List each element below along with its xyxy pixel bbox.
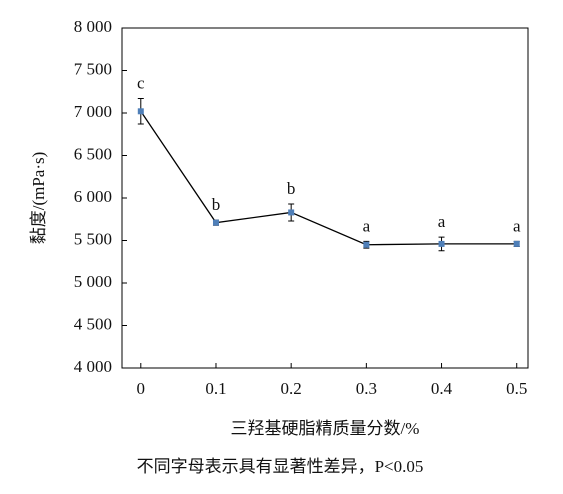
y-tick-label: 4 500 [74,314,112,333]
plot-frame [121,27,529,369]
y-tick-label: 7 500 [74,59,112,78]
x-tick-label: 0 [137,379,146,398]
note: 不同字母表示具有显著性差异，P<0.05 [137,457,424,476]
significance-label: b [212,195,221,214]
y-tick-label: 6 500 [74,144,112,163]
significance-label: a [363,216,371,235]
y-axis-label: 黏度/(mPa·s) [29,152,48,245]
y-tick-label: 8 000 [74,17,112,36]
data-line [140,110,517,246]
significance-label: b [287,179,296,198]
data-point [288,209,295,216]
data-point [363,241,370,248]
data-point [513,240,520,247]
x-tick-label: 0.4 [431,379,453,398]
significance-label: c [137,73,145,92]
y-tick-label: 5 500 [74,229,112,248]
data-point [137,108,144,115]
data-point [212,219,219,226]
y-tick-label: 6 000 [74,187,112,206]
y-tick-label: 4 000 [74,357,112,376]
significance-label: a [513,216,521,235]
significance-label: a [438,212,446,231]
data-point [438,240,445,247]
y-tick-label: 5 000 [74,272,112,291]
x-tick-label: 0.5 [506,379,527,398]
x-axis-label: 三羟基硬脂精质量分数/% [231,419,420,438]
y-tick-label: 7 000 [74,102,112,121]
x-tick-label: 0.1 [205,379,226,398]
x-tick-label: 0.3 [356,379,377,398]
x-tick-label: 0.2 [281,379,302,398]
